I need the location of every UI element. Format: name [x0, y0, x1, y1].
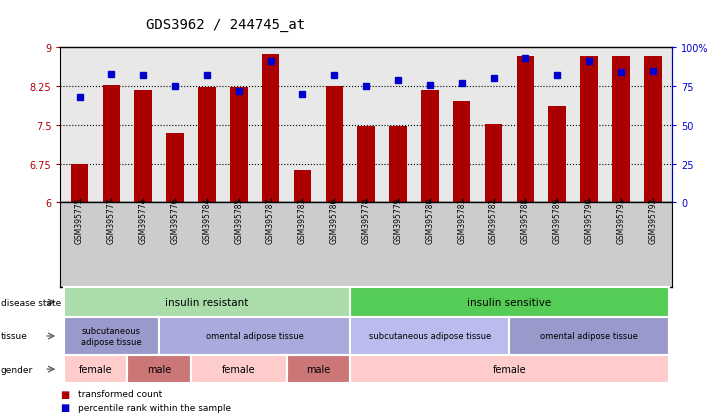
Text: insulin resistant: insulin resistant	[165, 297, 249, 307]
Bar	[230, 88, 247, 203]
Bar	[358, 126, 375, 203]
Text: disease state: disease state	[1, 298, 61, 307]
Text: omental adipose tissue: omental adipose tissue	[205, 332, 304, 341]
Bar	[134, 91, 152, 203]
Text: male: male	[306, 364, 331, 374]
Bar	[198, 88, 215, 203]
Bar	[166, 133, 184, 203]
Text: male: male	[147, 364, 171, 374]
Text: female: female	[222, 364, 255, 374]
Text: female: female	[493, 364, 526, 374]
Bar	[294, 171, 311, 203]
Text: subcutaneous
adipose tissue: subcutaneous adipose tissue	[81, 327, 141, 346]
Bar	[389, 126, 407, 203]
Text: omental adipose tissue: omental adipose tissue	[540, 332, 638, 341]
Text: ■: ■	[60, 402, 70, 412]
Bar	[485, 125, 502, 203]
Bar	[548, 107, 566, 203]
Bar	[421, 91, 439, 203]
Text: transformed count: transformed count	[78, 389, 162, 398]
Bar	[262, 55, 279, 203]
Bar	[580, 57, 598, 203]
Bar	[71, 164, 88, 203]
Bar	[326, 87, 343, 203]
Text: percentile rank within the sample: percentile rank within the sample	[78, 403, 231, 411]
Text: female: female	[79, 364, 112, 374]
Bar	[517, 57, 534, 203]
Bar	[453, 101, 471, 203]
Text: GDS3962 / 244745_at: GDS3962 / 244745_at	[146, 18, 305, 32]
Text: subcutaneous adipose tissue: subcutaneous adipose tissue	[369, 332, 491, 341]
Text: insulin sensitive: insulin sensitive	[467, 297, 552, 307]
Text: gender: gender	[1, 365, 33, 374]
Text: tissue: tissue	[1, 332, 28, 341]
Bar	[644, 57, 661, 203]
Text: ■: ■	[60, 389, 70, 399]
Bar	[612, 57, 630, 203]
Bar	[102, 85, 120, 203]
